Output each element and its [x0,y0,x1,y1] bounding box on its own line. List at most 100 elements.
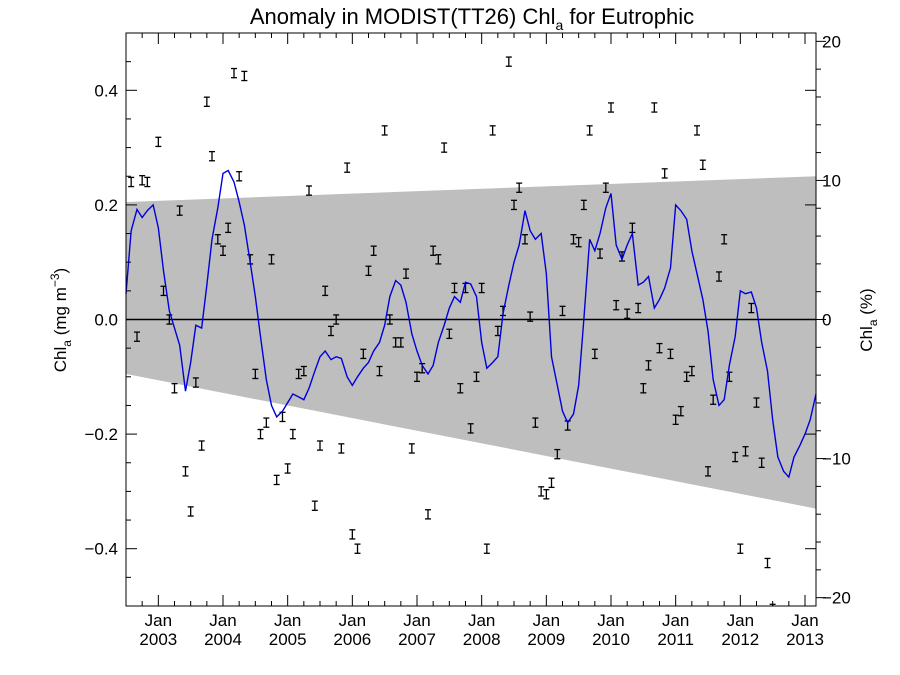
y-right-tick-label: 20 [822,32,841,51]
errorbar [381,125,388,136]
errorbar [257,428,264,440]
errorbar [166,314,173,325]
x-tick-year-label: 2005 [269,630,307,649]
errorbar [317,440,324,451]
errorbar [602,182,609,193]
confidence-band [126,176,816,509]
errorbar [397,337,404,348]
x-tick-year-label: 2011 [657,630,694,649]
y-right-tick-label: −10 [822,450,851,469]
errorbar [171,383,178,394]
errorbar [230,67,237,79]
errorbar [559,305,566,317]
errorbar-group [128,56,776,606]
errorbar [591,348,598,360]
errorbar [521,234,528,245]
x-tick-year-label: 2013 [786,630,824,649]
errorbar [527,311,534,322]
errorbar [575,236,582,248]
errorbar [182,466,189,477]
errorbar [203,96,210,107]
errorbar [198,440,205,451]
errorbar [688,365,695,377]
errorbar [737,543,744,554]
errorbar [516,182,523,193]
errorbar [613,299,620,311]
errorbar [656,342,663,354]
y-right-tick-label: 0 [822,311,831,330]
x-tick-year-label: 2006 [333,630,371,649]
errorbar [764,557,771,569]
x-tick-month-label: Jan [209,611,236,630]
errorbar [548,477,555,489]
errorbar [758,457,765,468]
errorbar [478,282,485,294]
x-tick-month-label: Jan [403,611,430,630]
errorbar [403,268,410,279]
errorbar [289,428,296,440]
x-tick-year-label: 2007 [398,630,436,649]
errorbar [252,368,259,380]
errorbar [376,365,383,377]
errorbar [683,371,690,383]
errorbar [538,486,545,497]
y-left-tick-label: −0.2 [84,425,118,444]
errorbar [672,414,679,426]
y-left-tick-label: 0.4 [94,81,118,100]
errorbar [220,245,227,256]
errorbar [532,417,539,428]
errorbar [241,70,248,82]
x-tick-month-label: Jan [597,611,624,630]
errorbar [176,205,183,216]
errorbar [392,337,399,348]
errorbar [721,234,728,245]
errorbar [748,302,755,314]
errorbar [192,377,199,388]
x-tick-year-label: 2009 [527,630,565,649]
errorbar [732,451,739,463]
x-tick-month-label: Jan [727,611,754,630]
errorbar [473,371,480,383]
errorbar [608,102,615,113]
errorbar [435,254,442,265]
errorbar [753,397,760,408]
errorbar [300,365,307,377]
errorbar [430,245,437,256]
errorbar [467,423,474,434]
errorbar [236,171,243,182]
errorbar [710,394,717,405]
errorbar [624,308,631,320]
errorbar [667,348,674,360]
errorbar [511,199,518,211]
x-tick-year-label: 2010 [592,630,630,649]
left-axis: −0.4 −0.2 0.0 0.2 0.4 [84,32,816,607]
errorbar [333,314,340,325]
errorbar [715,271,722,282]
errorbar [635,302,642,314]
x-tick-year-label: 2004 [204,630,242,649]
x-tick-month-label: Jan [791,611,818,630]
errorbar [705,466,712,477]
errorbar [580,199,587,211]
y-right-tick-label: −20 [822,589,851,608]
errorbar [322,285,329,297]
errorbar [441,142,448,153]
errorbar [344,162,351,173]
errorbar [570,234,577,245]
errorbar [209,150,216,162]
errorbar [360,348,367,360]
y-left-tick-label: 0.2 [94,196,118,215]
y-left-tick-label: 0.0 [94,311,118,330]
errorbar [457,383,464,394]
x-tick-month-label: Jan [274,611,301,630]
errorbar [699,159,706,171]
errorbar [694,125,701,136]
errorbar [483,543,490,554]
x-tick-month-label: Jan [662,611,689,630]
errorbar [640,383,647,394]
x-tick-year-label: 2008 [463,630,501,649]
errorbar [408,443,415,454]
y-axis-right-title: Chla (%) [857,288,880,351]
x-tick-year-label: 2012 [721,630,759,649]
